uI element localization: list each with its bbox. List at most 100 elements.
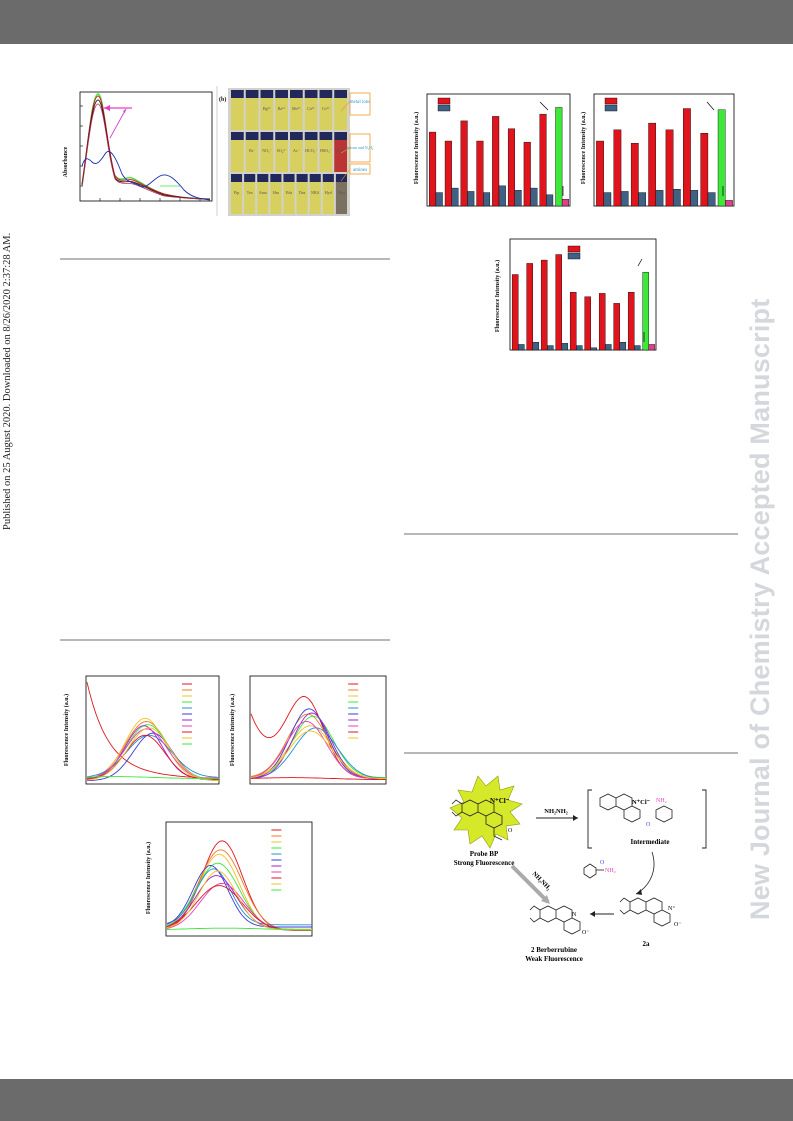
vial-body [334,98,347,130]
spectra-chart-2: Fluorescence Intensity (a.u.) [229,675,387,785]
vial-cap [335,174,347,182]
vial-label: Ca²⁺ [307,106,315,111]
divider-right-2 [404,752,738,754]
probe-name: Probe BP [470,850,499,858]
spectra-3-ylabel: Fluorescence Intensity (a.u.) [145,842,152,914]
vial-cap [245,90,259,98]
spectra-1-ylabel: Fluorescence Intensity (a.u.) [63,694,70,766]
vial-cap [334,132,347,140]
bar-red [511,274,519,351]
vial-label: Hm [273,190,280,195]
vial-label: SO₄²⁻ [277,148,287,153]
vial-label: Pip [234,190,239,195]
vial-body [260,140,274,172]
vial-body [309,182,321,214]
bar-blue [725,200,733,207]
spectrum-line [250,730,386,780]
svg-text:N: N [572,912,577,918]
bar-blue [576,345,583,351]
vial-body [245,140,259,172]
bar-blue [638,192,646,207]
absorbance-figure: Absorbance [63,91,213,202]
bar-blue [561,199,569,207]
bar-blue [532,342,540,351]
divider-left-2 [60,639,390,641]
probe-subtitle: Strong Fluorescence [454,859,515,867]
vial-label: Hg²⁺ [263,106,271,111]
bar-red [476,140,484,207]
vial-label: Co²⁺ [322,106,330,111]
bar-red [429,131,437,207]
reaction-scheme: N⁺Cl⁻ O Probe BP Strong Fluorescence NH₂… [449,775,707,963]
spectrum-line [250,727,387,779]
spectrum-line [86,727,220,782]
publication-note-text: Published on 25 August 2020. Downloaded … [2,232,13,530]
spectra-2-ylabel: Fluorescence Intensity (a.u.) [229,694,236,766]
spectra-chart-3: Fluorescence Intensity (a.u.) [145,821,313,937]
vial-label: Br⁻ [249,148,255,153]
bar-blue [483,192,491,207]
vial-body [270,182,282,214]
vial-panel-label: (b) [219,96,226,103]
vial-body [231,140,244,172]
vial-label: Ac⁻ [293,148,300,153]
vial-body [296,182,308,214]
spectrum-line [166,840,312,931]
vial-cap [231,174,243,182]
svg-text:N⁺Cl⁻: N⁺Cl⁻ [632,799,651,806]
absorbance-ylabel: Absorbance [63,146,69,177]
vial-body [283,182,295,214]
svg-text:O: O [508,828,513,834]
bar-red [460,120,468,207]
bar-red [569,292,577,351]
bar-blue [498,185,506,207]
bar-red [555,254,562,351]
bar-red [596,140,604,207]
svg-text:NH₂: NH₂ [656,798,667,804]
header-bar [0,0,793,44]
vial-label-anions: anions and N₂H₄ [347,145,374,150]
vial-label: NBA [311,190,320,195]
vial-cap [260,132,274,140]
svg-text:NH₂: NH₂ [605,868,616,874]
bar-chart-2-ylabel: Fluorescence Intensity (a.u.) [580,112,587,184]
bar-blue [648,344,656,351]
vial-body [257,182,269,214]
bar-blue [620,191,629,207]
vial-cap [290,132,303,140]
bar-red [613,129,622,207]
bar-red [540,259,548,351]
vial-body [231,98,244,130]
bar-chart-1-ylabel: Fluorescence Intensity (a.u.) [413,112,420,184]
product-subtitle: Weak Fluorescence [525,955,583,963]
svg-text:N⁺: N⁺ [668,905,676,912]
vial-body [304,98,318,130]
bar-chart-1: Fluorescence Intensity (a.u.) [413,93,571,207]
vial-label: HCO₃⁻ [305,148,317,153]
bar-red [613,303,620,351]
bar-red [630,143,639,207]
vial-body [245,98,259,130]
spectrum-line [166,864,312,928]
vial-cap [270,174,282,182]
bar-blue [672,188,681,207]
bar-red [717,109,726,207]
bar-blue [605,344,612,351]
vial-cap [322,174,334,182]
vial-cap [275,90,288,98]
bar-chart-3: Fluorescence Intensity (a.u.) [494,238,657,351]
bar-blue [634,345,641,351]
vial-body [319,98,333,130]
vial-label: N₂H₄ [336,148,345,153]
vial-label-metal-ions: metal ions [350,100,371,105]
svg-text:O⁻: O⁻ [674,922,682,928]
bar-red [555,107,563,207]
vial-photo-figure: (b) Hg²⁺ Ba²⁺ Mn²⁺ Ca²⁺ Co²⁺ Br⁻ NO₃⁻ SO₄²⁻ Ac⁻ H… [216,86,374,216]
bar-red [627,292,635,351]
bar-red [584,296,591,351]
footer-bar [0,1079,793,1121]
svg-text:O: O [600,860,605,866]
vial-cap [309,174,321,182]
bar-blue [619,342,627,351]
divider-left-1 [60,258,390,260]
